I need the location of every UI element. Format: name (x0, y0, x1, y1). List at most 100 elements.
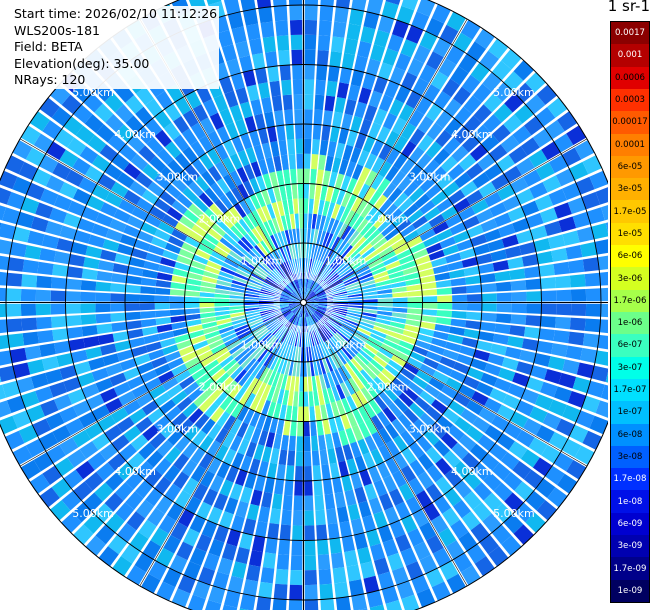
ray-gate (495, 313, 512, 324)
ray-gate (174, 333, 191, 344)
ray-gate (285, 405, 293, 421)
ray-gate (188, 266, 205, 276)
ray-gate (406, 284, 422, 292)
ray-gate (548, 356, 566, 371)
ray-gate (114, 253, 131, 265)
ray-gate (270, 322, 283, 334)
ray-gate (331, 310, 347, 317)
ray-gate (218, 270, 234, 280)
ray-gate (280, 374, 288, 390)
ray-gate (296, 361, 301, 377)
ray-gate (526, 377, 544, 393)
ray-gate (533, 353, 551, 367)
ray-gate (450, 277, 467, 287)
ray-gate (392, 470, 407, 488)
ray-gate (426, 51, 444, 71)
ray-gate (50, 290, 66, 302)
ray-gate (330, 313, 346, 321)
ray-gate (193, 392, 209, 408)
ray-gate (423, 502, 441, 521)
ray-gate (260, 288, 276, 295)
ray-gate (282, 494, 293, 511)
ray-gate (121, 543, 141, 564)
ray-gate (331, 385, 341, 402)
ray-gate (223, 139, 237, 157)
ray-gate (385, 0, 401, 5)
ray-gate (359, 469, 373, 487)
ray-gate (83, 257, 100, 270)
ray-separator (317, 37, 497, 284)
ray-gate (207, 423, 222, 440)
ray-gate (226, 362, 241, 376)
ray-gate (313, 480, 323, 496)
ray-gate (68, 338, 86, 351)
ray-gate (313, 229, 319, 245)
ray-gate (315, 214, 322, 230)
ray-gate (330, 282, 345, 291)
ray-gate (334, 415, 345, 432)
ray-gate (279, 247, 288, 262)
ray-gate (338, 242, 351, 257)
ray-gate (391, 170, 406, 187)
ray-gate (331, 311, 346, 319)
ray-gate (266, 318, 280, 329)
ray-gate (453, 361, 470, 375)
ray-gate (490, 249, 508, 262)
ray-gate (291, 302, 304, 313)
ray-gate (323, 373, 331, 389)
ray-gate (236, 422, 249, 439)
ray-gate (81, 325, 98, 337)
ray-gate (407, 528, 425, 547)
ray-gate (78, 177, 97, 194)
ray-gate (335, 596, 351, 610)
ray-gate (102, 353, 120, 366)
ray-gate (360, 318, 376, 326)
ray-gate (294, 346, 299, 362)
ray-gate (164, 446, 182, 464)
ray-gate (331, 203, 341, 220)
ray-gate (401, 0, 419, 11)
ray-gate (382, 112, 398, 130)
ray-gate (159, 190, 176, 206)
ray-gate (591, 222, 608, 240)
ray-gate (79, 441, 99, 459)
ray-gate (306, 361, 311, 377)
ray-gate (117, 522, 137, 543)
ray-gate (99, 443, 118, 461)
ray-gate (458, 206, 476, 221)
ray-separator (327, 286, 608, 302)
ray-gate (541, 141, 561, 161)
ray-gate (419, 522, 437, 541)
ray-gate (261, 205, 272, 221)
ray-gate (268, 252, 280, 267)
ray-gate (281, 328, 290, 343)
ray-gate (350, 357, 363, 372)
ray-gate (244, 392, 256, 409)
ray-gate (270, 355, 280, 371)
ray-gate (149, 205, 166, 221)
range-ring-labels: 1.00km1.00km1.00km1.00km2.00km2.00km2.00… (72, 86, 534, 520)
ray-gate (52, 264, 69, 277)
ray-gate (489, 144, 508, 162)
ray-gate (435, 279, 452, 288)
ray-gate (369, 333, 385, 343)
ray-gate (341, 191, 352, 208)
ray-gate (261, 399, 271, 416)
ray-gate (135, 86, 154, 106)
ray-gate (333, 302, 349, 305)
origin-marker (300, 299, 307, 306)
ray-gate (303, 287, 308, 303)
ray-gate (328, 171, 338, 188)
ray-gate (0, 205, 6, 221)
ray-gate (501, 357, 519, 371)
ray-gate (150, 527, 169, 547)
ray-gate (470, 358, 488, 372)
ray-gate (116, 349, 134, 362)
ray-gate (359, 321, 375, 329)
ray-gate (534, 394, 554, 411)
ray-gate (369, 262, 385, 272)
ray-gate (342, 322, 357, 333)
ray-gate (419, 228, 436, 242)
ray-gate (426, 351, 443, 363)
ray-gate (378, 94, 394, 112)
